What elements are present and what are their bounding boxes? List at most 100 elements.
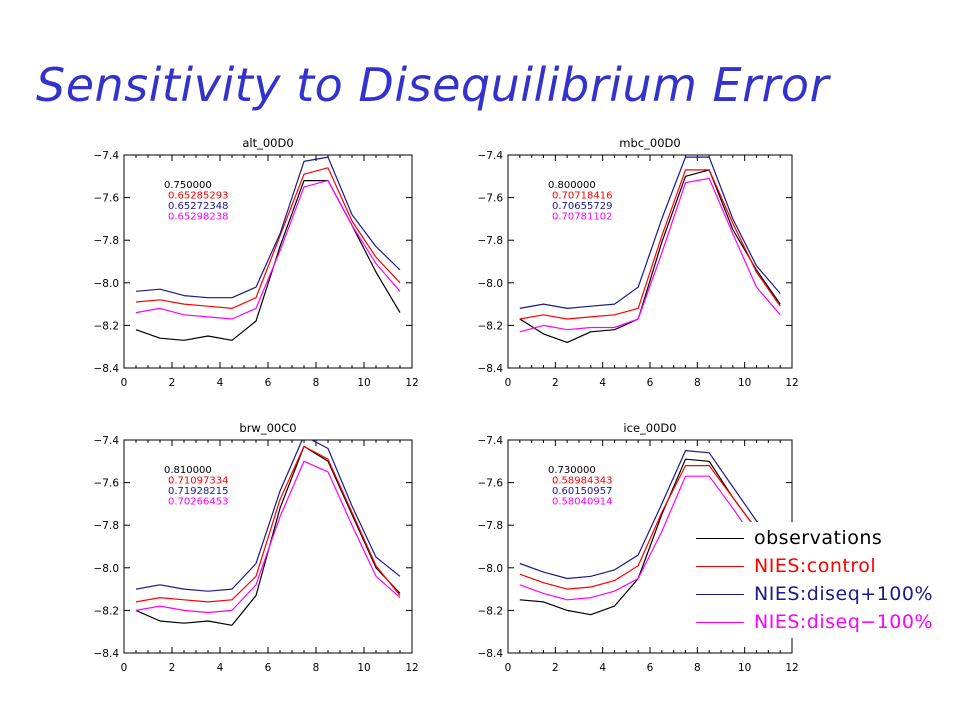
y-tick-label: −7.4 (94, 435, 120, 447)
panel-title: alt_00D0 (242, 136, 293, 150)
y-tick-label: −7.8 (478, 235, 504, 247)
x-tick-label: 10 (738, 377, 751, 389)
series-lines (519, 156, 781, 343)
panel-annotation: 0.58984343 (552, 476, 612, 487)
legend-swatch (696, 537, 744, 539)
series-line-3 (519, 177, 781, 333)
plot-frame (123, 154, 413, 369)
y-tick-label: −8.0 (478, 563, 504, 575)
panel-annotation: 0.65298238 (168, 212, 228, 223)
x-tick-label: 6 (647, 377, 654, 389)
y-tick-label: −8.2 (478, 605, 504, 617)
legend: observations NIES:control NIES:diseq+100… (690, 522, 950, 638)
panel-annotation: 0.71097334 (168, 476, 228, 487)
x-tick-label: 10 (738, 662, 751, 674)
series-line-1 (135, 167, 401, 309)
series-lines (135, 156, 401, 341)
panel-brw-00c0: brw_00C0 −7.4 −7.6 −7.8 −8.0 −8.2 −8.40 2 4 6 8 10 1… (94, 421, 419, 674)
series-line-3 (135, 460, 401, 614)
series-line-1 (519, 169, 781, 320)
y-tick-label: −7.4 (478, 435, 504, 447)
legend-label: NIES:diseq+100% (754, 583, 934, 605)
x-tick-label: 4 (599, 662, 606, 674)
panel-annotation: 0.70266453 (168, 497, 228, 508)
y-tick-label: −8.2 (94, 605, 120, 617)
x-tick-label: 12 (785, 377, 798, 389)
panel-annotation: 0.70718416 (552, 191, 612, 202)
plot-frame (507, 154, 793, 369)
y-tick-label: −8.4 (94, 648, 120, 660)
legend-item-control: NIES:control (696, 552, 876, 580)
plot-frame (123, 439, 413, 654)
x-tick-label: 12 (405, 662, 418, 674)
x-tick-label: 2 (552, 662, 559, 674)
series-line-1 (519, 465, 781, 590)
y-tick-label: −8.0 (94, 563, 120, 575)
legend-swatch (696, 621, 744, 623)
x-tick-label: 0 (505, 662, 512, 674)
legend-item-diseq-plus: NIES:diseq+100% (696, 580, 933, 608)
legend-swatch (696, 593, 744, 595)
x-tick-label: 6 (647, 662, 654, 674)
x-tick-label: 12 (405, 377, 418, 389)
y-tick-label: −7.4 (94, 150, 120, 162)
y-tick-label: −7.8 (94, 235, 120, 247)
y-tick-label: −8.2 (94, 320, 120, 332)
y-tick-label: −7.6 (94, 478, 120, 490)
legend-label: observations (754, 527, 883, 549)
panel-annotation: 0.71928215 (168, 486, 228, 497)
legend-label: NIES:diseq−100% (754, 611, 934, 633)
legend-item-diseq-minus: NIES:diseq−100% (696, 608, 933, 636)
x-tick-label: 10 (357, 662, 370, 674)
x-tick-label: 2 (169, 662, 176, 674)
y-tick-label: −7.6 (478, 478, 504, 490)
series-line-2 (135, 440, 401, 592)
series-line-0 (519, 169, 781, 343)
y-tick-label: −8.4 (478, 363, 504, 375)
x-tick-label: 0 (505, 377, 512, 389)
y-tick-label: −8.4 (94, 363, 120, 375)
series-line-3 (135, 180, 401, 320)
y-tick-label: −7.4 (478, 150, 504, 162)
y-tick-label: −8.0 (478, 278, 504, 290)
panel-annotation: 0.810000 (164, 465, 212, 476)
panel-annotation: 0.800000 (548, 180, 596, 191)
axis-ticks: −7.4 −7.6 −7.8 −8.0 −8.2 −8.40 2 4 6 8 10 12 (478, 150, 799, 389)
x-tick-label: 8 (694, 662, 701, 674)
x-tick-label: 8 (313, 377, 320, 389)
series-line-0 (135, 180, 401, 341)
x-tick-label: 6 (265, 377, 272, 389)
series-lines (135, 440, 401, 626)
y-tick-label: −7.6 (94, 193, 120, 205)
y-tick-label: −7.8 (478, 520, 504, 532)
panel-mbc-00d0: mbc_00D0 −7.4 −7.6 −7.8 −8.0 −8.2 −8.40 2 4 6 8 10 1… (478, 136, 799, 389)
legend-item-observations: observations (696, 524, 882, 552)
panel-title: ice_00D0 (623, 421, 676, 435)
x-tick-label: 10 (357, 377, 370, 389)
axis-ticks: −7.4 −7.6 −7.8 −8.0 −8.2 −8.40 2 4 6 8 10 12 (94, 435, 419, 674)
panel-alt-00d0: alt_00D0 −7.4 −7.6 −7.8 −8.0 −8.2 −8.40 2 4 6 8 10 1… (94, 136, 419, 389)
x-tick-label: 2 (552, 377, 559, 389)
x-tick-label: 4 (217, 662, 224, 674)
y-tick-label: −8.2 (478, 320, 504, 332)
x-tick-label: 8 (313, 662, 320, 674)
series-lines (519, 450, 781, 616)
y-tick-label: −7.8 (94, 520, 120, 532)
y-tick-label: −8.4 (478, 648, 504, 660)
x-tick-label: 6 (265, 662, 272, 674)
x-tick-label: 12 (785, 662, 798, 674)
series-line-2 (519, 156, 781, 309)
panel-annotation: 0.70781102 (552, 212, 612, 223)
y-tick-label: −8.0 (94, 278, 120, 290)
panel-title: mbc_00D0 (619, 136, 680, 150)
panel-title: brw_00C0 (239, 421, 296, 435)
panel-annotation: 0.65285293 (168, 191, 228, 202)
panel-annotation: 0.70655729 (552, 201, 612, 212)
panel-annotation: 0.65272348 (168, 201, 228, 212)
series-line-2 (135, 156, 401, 299)
panel-annotation: 0.58040914 (552, 497, 612, 508)
series-line-1 (135, 445, 401, 603)
x-tick-label: 4 (599, 377, 606, 389)
legend-swatch (696, 565, 744, 567)
